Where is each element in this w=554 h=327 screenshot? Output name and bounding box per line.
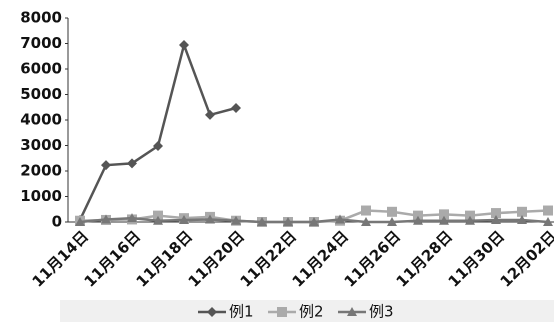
data-point xyxy=(413,215,423,225)
data-point xyxy=(179,40,189,51)
data-point xyxy=(361,205,371,216)
data-point xyxy=(179,214,189,224)
data-point xyxy=(335,214,345,224)
legend-label: 例3 xyxy=(369,303,394,321)
data-point xyxy=(101,160,111,171)
y-tick-label: 4000 xyxy=(20,111,62,129)
y-tick-label: 3000 xyxy=(20,136,62,154)
data-point xyxy=(491,214,501,224)
legend: 例1 例2 例3 xyxy=(198,303,394,321)
data-point xyxy=(153,215,163,225)
y-tick-label: 1000 xyxy=(20,187,62,205)
data-point xyxy=(465,210,475,221)
y-tick-label: 2000 xyxy=(20,162,62,180)
data-point xyxy=(283,217,293,226)
legend-marker xyxy=(277,307,287,317)
data-point xyxy=(127,158,137,169)
data-point xyxy=(543,217,553,226)
y-tick-label: 5000 xyxy=(20,85,62,103)
data-point xyxy=(75,217,85,226)
y-tick-label: 7000 xyxy=(20,34,62,52)
data-point xyxy=(101,214,111,224)
data-point xyxy=(517,206,527,217)
legend-band xyxy=(60,300,554,322)
data-point xyxy=(231,215,241,225)
data-point xyxy=(153,141,163,152)
legend-marker xyxy=(207,307,217,317)
data-point xyxy=(231,103,241,114)
data-point xyxy=(387,206,397,217)
data-point xyxy=(491,208,501,219)
data-point xyxy=(439,209,449,220)
data-point xyxy=(153,210,163,221)
data-point xyxy=(361,217,371,226)
data-point xyxy=(413,210,423,221)
data-point xyxy=(257,217,267,226)
data-point xyxy=(205,214,215,224)
legend-marker xyxy=(347,307,357,316)
data-point xyxy=(543,205,553,216)
data-point xyxy=(309,217,319,226)
data-point xyxy=(465,215,475,225)
data-point xyxy=(205,109,215,120)
data-point xyxy=(127,213,137,223)
x-tick-label: 12月02日 xyxy=(497,227,554,290)
y-tick-label: 0 xyxy=(52,213,62,231)
data-point xyxy=(387,217,397,226)
y-tick-label: 8000 xyxy=(20,9,62,27)
data-point xyxy=(517,214,527,224)
data-point xyxy=(439,215,449,225)
series-line xyxy=(78,40,237,221)
y-tick-label: 6000 xyxy=(20,60,62,78)
legend-label: 例1 xyxy=(229,303,254,321)
legend-label: 例2 xyxy=(299,303,324,321)
